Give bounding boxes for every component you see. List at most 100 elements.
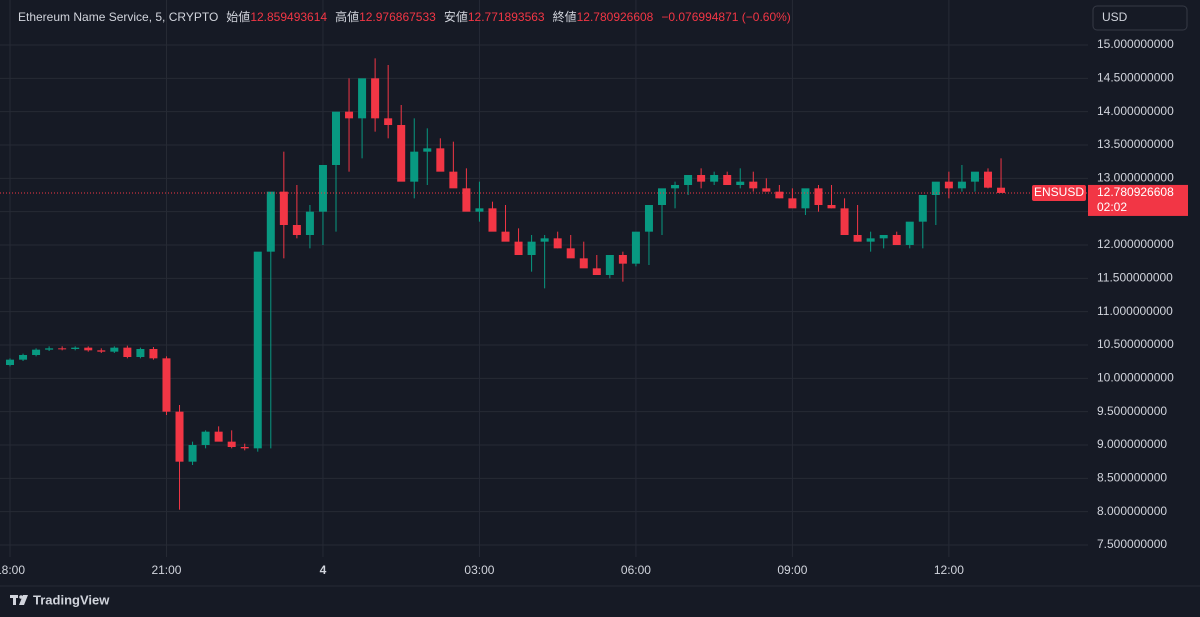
- symbol-tag: [1032, 184, 1086, 201]
- header-text: 12.771893563: [468, 10, 545, 24]
- candle-body: [749, 181, 758, 189]
- candle-body: [710, 175, 719, 182]
- candle-body: [436, 148, 445, 172]
- candle-body: [149, 349, 158, 359]
- candle-body: [384, 118, 393, 125]
- y-tick-label: 13.500000000: [1097, 137, 1174, 151]
- candle-body: [684, 175, 693, 185]
- candle-body: [997, 187, 1006, 193]
- header-text: 安値: [444, 9, 468, 24]
- logo-stem: [13, 595, 16, 605]
- candle-body: [918, 195, 927, 222]
- candle-body: [723, 175, 732, 185]
- x-tick-label: 12:00: [934, 563, 964, 577]
- candle-body: [345, 111, 354, 119]
- candle-body: [879, 235, 888, 239]
- price-tag-value: 12.780926608: [1097, 185, 1174, 199]
- x-tick-label: 4: [320, 563, 327, 577]
- candle-body: [697, 175, 706, 182]
- header-text: 高値: [335, 9, 359, 24]
- y-tick-label: 8.500000000: [1097, 471, 1167, 485]
- candle-body: [136, 349, 145, 357]
- y-tick-label: 14.000000000: [1097, 104, 1174, 118]
- price-tag-countdown: 02:02: [1097, 200, 1127, 214]
- grid: [0, 0, 1088, 557]
- candle-body: [71, 347, 80, 349]
- y-tick-label: 12.000000000: [1097, 237, 1174, 251]
- candle-body: [475, 208, 484, 212]
- candle-body: [423, 148, 432, 152]
- candle-body: [553, 238, 562, 249]
- brand-name[interactable]: TradingView: [33, 592, 110, 607]
- candle-body: [762, 188, 771, 192]
- candle-body: [644, 205, 653, 232]
- candle-body: [110, 347, 119, 352]
- candle-body: [501, 231, 510, 242]
- header-text: 12.780926608: [577, 10, 654, 24]
- candle-body: [853, 235, 862, 242]
- candle-body: [162, 358, 171, 412]
- candle-body: [527, 241, 536, 255]
- candle-body: [175, 411, 184, 462]
- tradingview-logo[interactable]: TradingView: [10, 592, 110, 607]
- logo-slash: [19, 595, 28, 605]
- candle-body: [201, 431, 210, 445]
- candle-body: [605, 255, 614, 275]
- candle-body: [866, 238, 875, 242]
- candle-body: [6, 359, 14, 365]
- header-text: Ethereum Name Service, 5, CRYPTO: [18, 10, 218, 24]
- legend-header: Ethereum Name Service, 5, CRYPTO 始値 12.859…: [18, 9, 791, 24]
- candle-body: [592, 268, 601, 275]
- candle-body: [840, 208, 849, 235]
- candle-body: [970, 171, 979, 182]
- header-text: 12.976867533: [359, 10, 436, 24]
- candle-body: [944, 181, 953, 189]
- y-tick-label: 9.500000000: [1097, 404, 1167, 418]
- header-text: 終値: [553, 9, 577, 24]
- candle-body: [631, 231, 640, 264]
- candle-body: [514, 241, 523, 255]
- header-text: 始値: [226, 9, 250, 24]
- candle-body: [318, 165, 327, 212]
- candle-body: [984, 171, 992, 188]
- candle-body: [814, 188, 823, 205]
- candle-body: [58, 348, 67, 350]
- x-tick-label: 18:00: [0, 563, 25, 577]
- candle-body: [266, 191, 275, 252]
- candle-body: [736, 181, 745, 185]
- candle-body: [462, 188, 471, 212]
- header-text: −0.076994871 (−0.60%): [661, 10, 790, 24]
- candle-body: [305, 211, 314, 235]
- currency-button[interactable]: [1092, 5, 1188, 31]
- candle-body: [45, 348, 54, 350]
- currency-label[interactable]: USD: [1102, 10, 1128, 24]
- candle-body: [658, 188, 666, 205]
- candle-body: [227, 441, 236, 447]
- x-tick-label: 09:00: [777, 563, 807, 577]
- y-tick-label: 10.500000000: [1097, 337, 1174, 351]
- candle-body: [449, 171, 458, 189]
- x-tick-label: 03:00: [464, 563, 494, 577]
- header-text: 12.859493614: [250, 10, 327, 24]
- candle-body: [279, 191, 288, 225]
- y-tick-label: 15.000000000: [1097, 37, 1174, 51]
- y-tick-label: 8.000000000: [1097, 504, 1167, 518]
- y-tick-label: 11.500000000: [1097, 271, 1173, 285]
- candle-body: [214, 431, 223, 442]
- candle-body: [292, 225, 301, 235]
- candle-body: [775, 191, 784, 199]
- candles: [6, 58, 1006, 510]
- candle-body: [579, 258, 588, 269]
- price-tag: [1088, 184, 1188, 216]
- candle-body: [801, 188, 810, 209]
- symbol-tag-text: ENSUSD: [1034, 185, 1084, 199]
- candle-body: [827, 205, 836, 209]
- y-tick-label: 9.000000000: [1097, 437, 1167, 451]
- candle-body: [671, 185, 680, 189]
- candle-body: [19, 355, 28, 360]
- candle-body: [618, 255, 627, 264]
- y-tick-label: 14.500000000: [1097, 71, 1174, 85]
